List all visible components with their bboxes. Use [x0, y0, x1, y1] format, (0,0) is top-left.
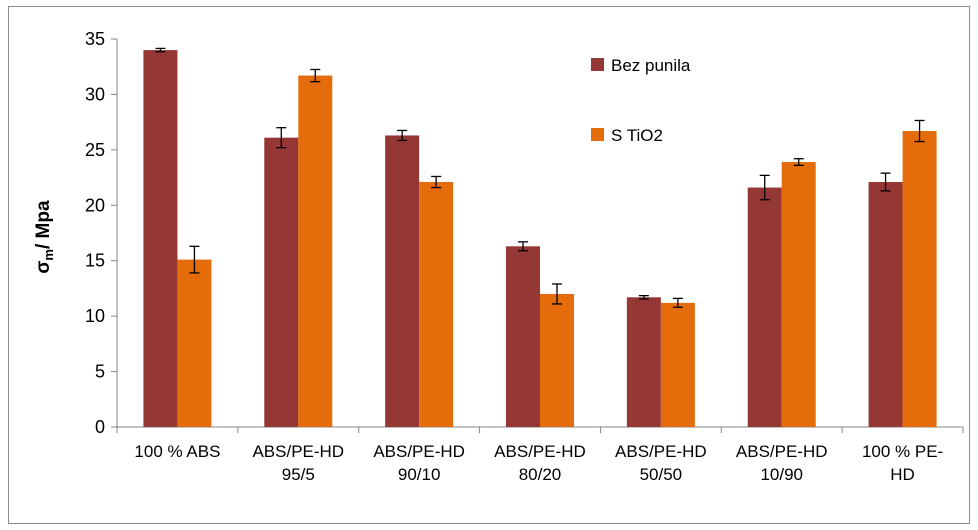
bar-bez-punila: [264, 137, 299, 428]
bar-chart: σm/ Mpa 0 5 10 15 20 25 30 35 100 % ABS ABS/PE-HD…: [33, 29, 964, 484]
bar-s-tio2: [660, 302, 695, 427]
y-tick-label: 20: [85, 195, 105, 215]
bar-s-tio2: [781, 162, 816, 427]
x-category-label-line: ABS/PE-HD: [252, 442, 344, 461]
y-axis-label-unit: / Mpa: [33, 200, 54, 249]
x-category-label: 100 % PE- HD: [862, 442, 943, 484]
x-category-label-line: 100 % PE-: [862, 442, 943, 461]
legend-swatch: [591, 58, 604, 71]
x-category-label: ABS/PE-HD 80/20: [494, 442, 586, 484]
bar-s-tio2: [540, 293, 574, 427]
x-category-label-line: 10/90: [760, 465, 803, 484]
x-category-label-line: ABS/PE-HD: [736, 442, 828, 461]
bar-s-tio2: [298, 75, 333, 427]
svg-text:σm/ Mpa: σm/ Mpa: [33, 200, 56, 274]
chart-frame: σm/ Mpa 0 5 10 15 20 25 30 35 100 % ABS ABS/PE-HD…: [8, 6, 970, 524]
y-axis-label-symbol: σ: [33, 261, 54, 274]
bar-bez-punila: [626, 297, 661, 427]
bar-s-tio2: [902, 131, 937, 428]
bar-bez-punila: [506, 246, 540, 427]
bar-bez-punila: [143, 50, 178, 427]
x-category-label-line: 100 % ABS: [134, 442, 220, 461]
x-category-label-line: ABS/PE-HD: [494, 442, 586, 461]
x-category-label: 100 % ABS: [134, 442, 220, 461]
y-tick-label: 5: [95, 362, 105, 382]
y-tick-label: 35: [85, 29, 105, 49]
x-category-label-line: 95/5: [282, 465, 315, 484]
x-category-label-line: ABS/PE-HD: [615, 442, 707, 461]
y-tick-label: 10: [85, 306, 105, 326]
legend-label: Bez punila: [611, 56, 691, 75]
legend-swatch: [591, 128, 604, 141]
legend-label: S TiO2: [611, 126, 663, 145]
legend: Bez punila S TiO2: [591, 56, 691, 145]
x-category-label-line: 50/50: [640, 465, 683, 484]
y-tick-label: 15: [85, 251, 105, 271]
x-category-label-line: ABS/PE-HD: [373, 442, 465, 461]
bar-s-tio2: [177, 259, 212, 427]
y-tick-label: 30: [85, 84, 105, 104]
x-category-label-line: 80/20: [519, 465, 562, 484]
x-category-label: ABS/PE-HD 50/50: [615, 442, 707, 484]
x-category-label: ABS/PE-HD 10/90: [736, 442, 828, 484]
bar-bez-punila: [385, 135, 420, 427]
bar-bez-punila: [747, 187, 782, 427]
y-tick-label: 0: [95, 417, 105, 437]
y-axis-label-subscript: m: [41, 249, 56, 261]
x-category-label: ABS/PE-HD 90/10: [373, 442, 465, 484]
x-category-label: ABS/PE-HD 95/5: [252, 442, 344, 484]
bar-bez-punila: [868, 182, 903, 427]
y-tick-label: 25: [85, 140, 105, 160]
bar-s-tio2: [419, 182, 454, 427]
x-category-label-line: HD: [890, 465, 915, 484]
x-category-label-line: 90/10: [398, 465, 441, 484]
y-axis-label: σm/ Mpa: [33, 200, 56, 274]
